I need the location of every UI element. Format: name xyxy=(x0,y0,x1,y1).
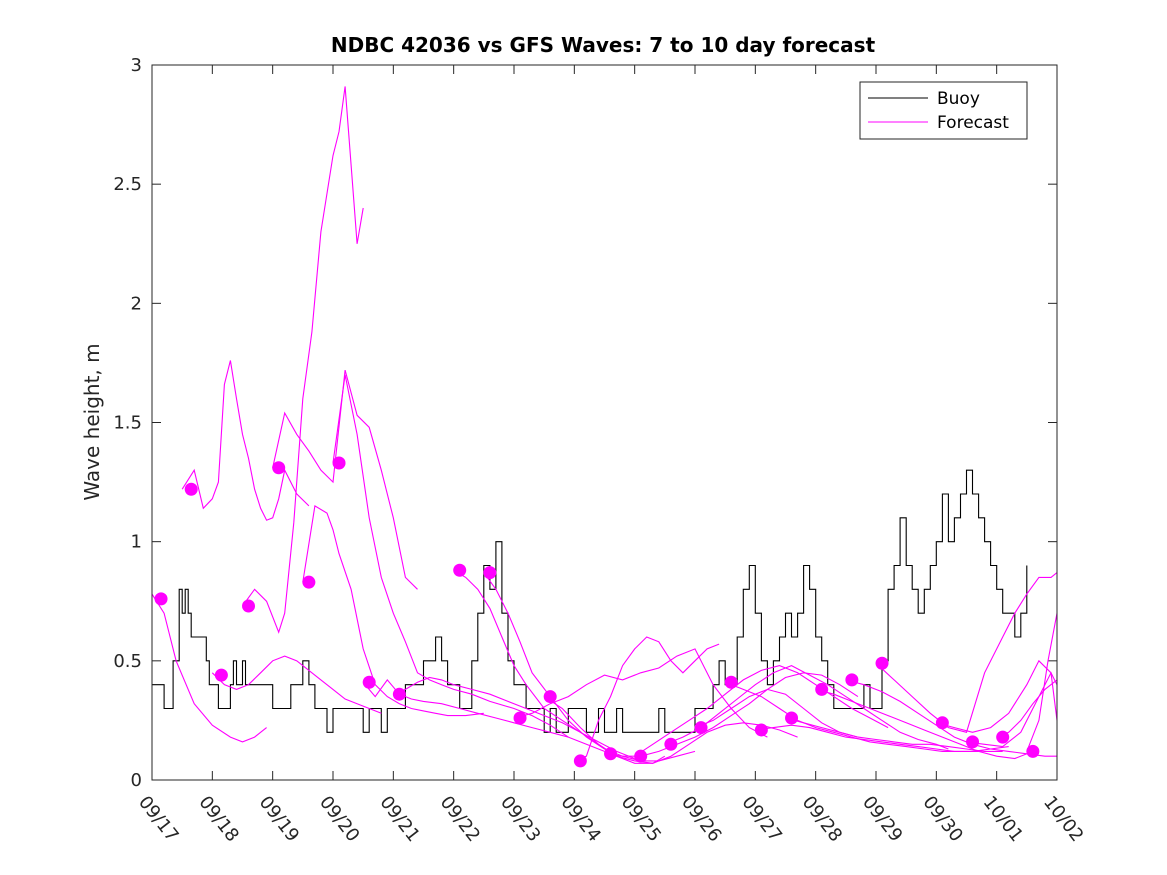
plot-area-border xyxy=(151,64,1058,781)
forecast-marker-21 xyxy=(815,682,829,696)
forecast-line-5 xyxy=(302,505,484,717)
forecast-line-15 xyxy=(634,665,889,757)
forecast-marker-10 xyxy=(483,566,497,580)
forecast-marker-20 xyxy=(785,711,799,725)
forecast-line-8 xyxy=(393,676,635,760)
forecast-marker-27 xyxy=(1026,744,1040,758)
buoy-line xyxy=(152,469,1028,733)
forecast-line-9 xyxy=(453,569,666,764)
chart-title: NDBC 42036 vs GFS Waves: 7 to 10 day for… xyxy=(331,33,876,57)
forecast-line-25 xyxy=(966,671,1057,748)
forecast-marker-11 xyxy=(513,711,527,725)
forecast-marker-6 xyxy=(332,456,346,470)
y-tick-label: 1.5 xyxy=(113,413,142,434)
forecast-marker-18 xyxy=(724,675,738,689)
forecast-line-4 xyxy=(272,369,418,590)
forecast-line-7 xyxy=(362,679,605,752)
legend: Buoy Forecast xyxy=(859,81,1028,140)
y-tick-label: 0.5 xyxy=(113,651,142,672)
forecast-line-18 xyxy=(724,681,979,752)
forecast-marker-7 xyxy=(362,675,376,689)
forecast-marker-4 xyxy=(272,461,286,475)
forecast-marker-17 xyxy=(694,721,708,735)
forecast-marker-23 xyxy=(875,656,889,670)
forecast-line-1 xyxy=(181,360,310,521)
forecast-line-12 xyxy=(543,696,798,764)
forecast-marker-0 xyxy=(154,592,168,606)
forecast-line-0 xyxy=(152,593,267,743)
forecast-marker-13 xyxy=(573,754,587,768)
y-tick-label: 2 xyxy=(131,293,142,314)
forecast-marker-3 xyxy=(242,599,256,613)
forecast-marker-14 xyxy=(604,747,618,761)
y-tick-label: 3 xyxy=(131,55,142,76)
y-tick-label: 2.5 xyxy=(113,174,142,195)
y-tick-label: 1 xyxy=(131,532,142,553)
forecast-line-20 xyxy=(785,717,1003,752)
forecast-marker-25 xyxy=(966,735,980,749)
forecast-marker-19 xyxy=(754,723,768,737)
legend-label-forecast: Forecast xyxy=(937,113,1009,133)
forecast-marker-2 xyxy=(214,668,228,682)
forecast-line-3 xyxy=(242,86,364,634)
forecast-line-6 xyxy=(332,374,569,738)
forecast-marker-22 xyxy=(845,673,859,687)
y-tick-label: 0 xyxy=(131,770,142,791)
forecast-marker-12 xyxy=(543,690,557,704)
forecast-line-23 xyxy=(875,572,1057,733)
y-axis-label: Wave height, m xyxy=(80,343,104,500)
forecast-marker-1 xyxy=(184,482,198,496)
forecast-line-10 xyxy=(483,572,696,762)
forecast-marker-26 xyxy=(996,730,1010,744)
forecast-marker-9 xyxy=(453,563,467,577)
legend-label-buoy: Buoy xyxy=(937,89,980,109)
forecast-marker-15 xyxy=(634,749,648,763)
forecast-line-22 xyxy=(845,679,1057,757)
forecast-line-21 xyxy=(815,688,1034,760)
forecast-marker-24 xyxy=(935,716,949,730)
forecast-line-11 xyxy=(513,648,768,738)
forecast-marker-8 xyxy=(392,687,406,701)
forecast-marker-5 xyxy=(302,575,316,589)
forecast-line-27 xyxy=(1026,613,1057,752)
ticks-layer xyxy=(151,64,1058,781)
forecast-marker-16 xyxy=(664,737,678,751)
data-layer xyxy=(152,86,1057,768)
forecast-line-17 xyxy=(694,688,859,738)
forecast-line-13 xyxy=(574,636,720,762)
legend-box xyxy=(859,81,1028,140)
forecast-line-16 xyxy=(664,664,949,750)
forecast-line-19 xyxy=(755,724,1009,752)
forecast-line-2 xyxy=(211,655,382,714)
